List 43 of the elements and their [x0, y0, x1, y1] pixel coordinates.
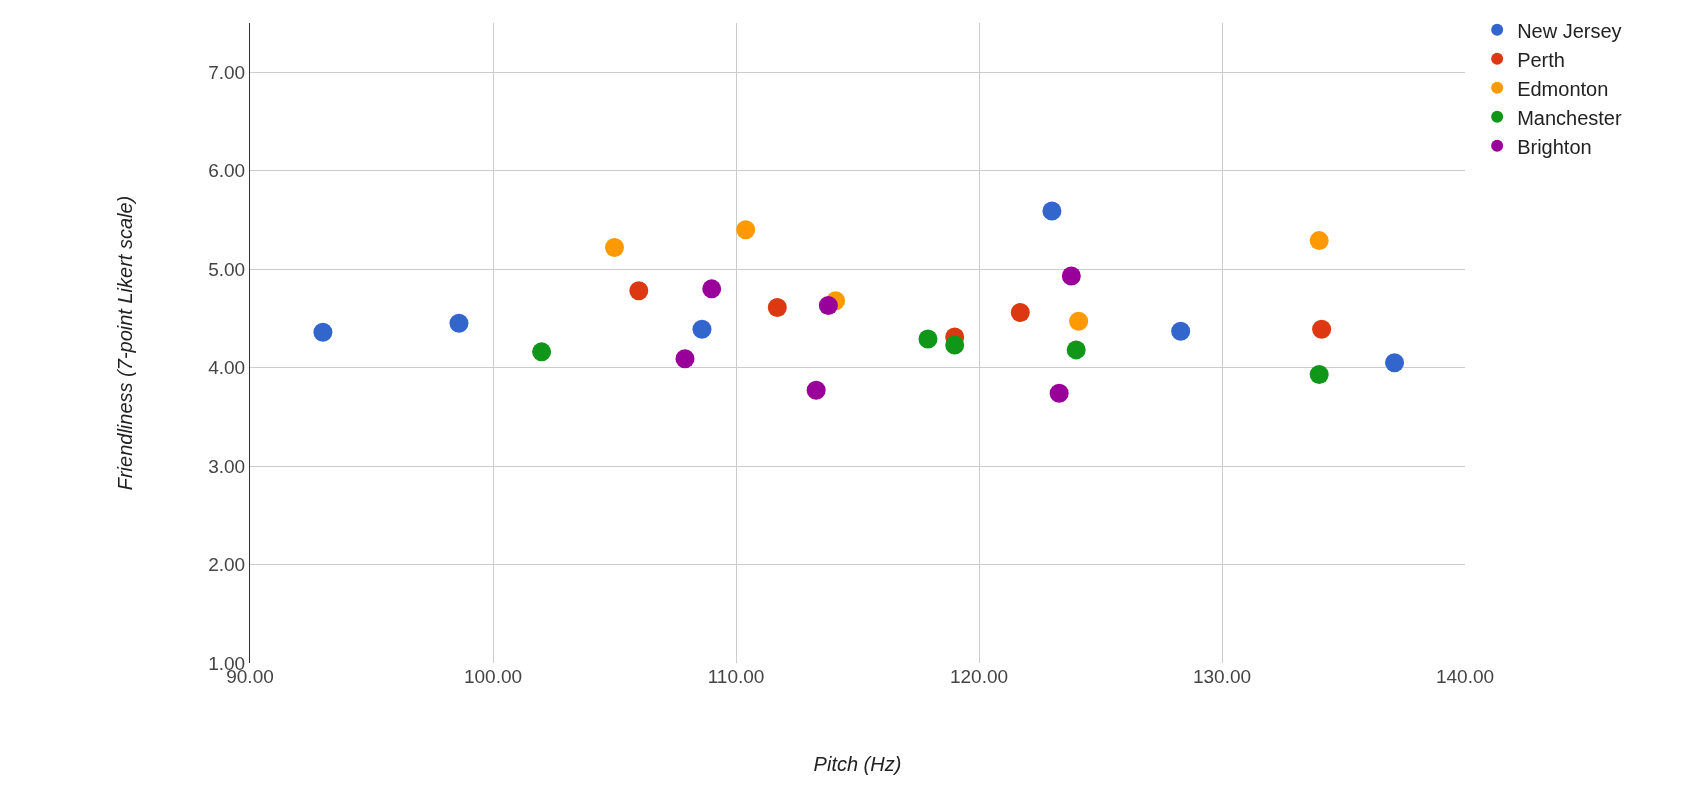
point: [1309, 231, 1329, 251]
point: [818, 296, 838, 316]
point: [449, 313, 469, 333]
x-axis-title: Pitch (Hz): [813, 752, 902, 775]
point: [532, 342, 552, 362]
point: [945, 335, 965, 355]
x-tick-label: 120.00: [949, 666, 1009, 687]
point: [1042, 201, 1062, 221]
point: [1066, 340, 1086, 360]
point: [1171, 321, 1191, 341]
x-tick-label: 140.00: [1435, 666, 1495, 687]
point: [736, 220, 756, 240]
point: [675, 349, 695, 369]
legend-label: New Jersey: [1517, 19, 1622, 42]
x-tick-label: 100.00: [463, 666, 523, 687]
legend-label: Perth: [1517, 48, 1565, 71]
point: [629, 281, 649, 301]
point: [1312, 319, 1332, 339]
point: [1069, 311, 1089, 331]
x-tick-label: 110.00: [707, 666, 765, 687]
legend-label: Brighton: [1517, 135, 1592, 158]
point: [1061, 266, 1081, 286]
point: [806, 380, 826, 400]
point: [692, 319, 712, 339]
point: [918, 329, 938, 349]
y-tick-label: 2.00: [208, 554, 246, 576]
point: [313, 322, 333, 342]
point: [605, 237, 624, 257]
x-tick-label: 130.00: [1192, 666, 1252, 687]
y-tick-label: 5.00: [208, 258, 246, 280]
y-tick-label: 7.00: [208, 61, 246, 83]
y-tick-label: 3.00: [208, 455, 246, 477]
legend-label: Edmonton: [1517, 77, 1609, 100]
y-tick-label: 4.00: [208, 357, 246, 379]
point: [702, 279, 722, 299]
y-tick-label: 6.00: [208, 160, 246, 182]
point: [1049, 383, 1069, 403]
y-axis-title: Friendliness (7-point Likert scale): [113, 195, 136, 491]
point: [1309, 365, 1329, 384]
point: [767, 298, 787, 318]
point: [1010, 302, 1030, 322]
legend-label: Manchester: [1517, 106, 1622, 129]
point: [1385, 353, 1405, 373]
